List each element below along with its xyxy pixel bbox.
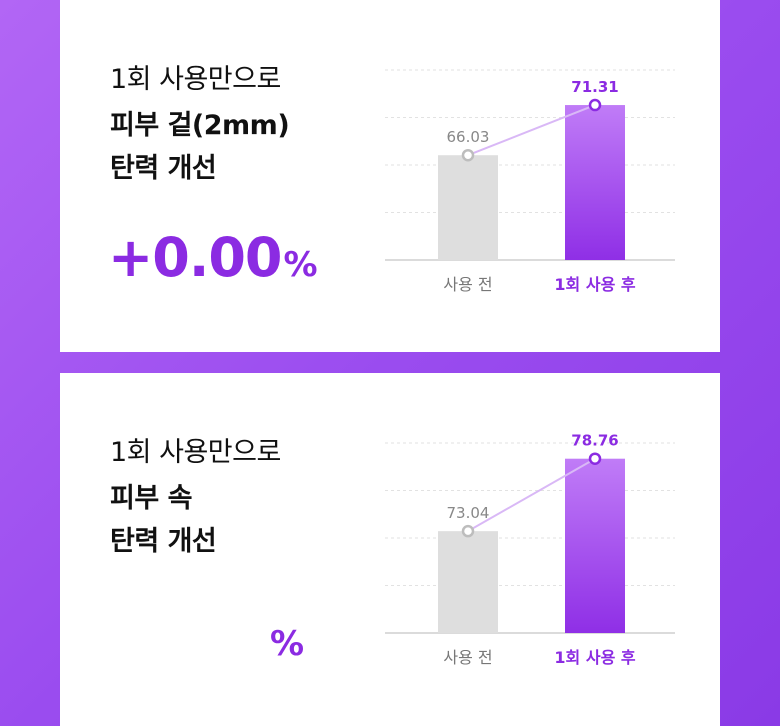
- category-label: 1회 사용 후: [554, 648, 635, 667]
- improvement-unit: %: [283, 245, 317, 285]
- bar-after: [565, 105, 625, 261]
- data-label: 73.04: [447, 504, 490, 522]
- improvement-value: +0.00%: [108, 226, 318, 289]
- bar-chart-deep: 73.04 78.76 사용 전 1회 사용 후: [380, 423, 680, 673]
- card-line-2: 피부 겉(2mm): [110, 110, 290, 141]
- card-line-2: 피부 속: [110, 483, 192, 514]
- data-label: 66.03: [447, 128, 490, 146]
- chart-svg: 73.04 78.76 사용 전 1회 사용 후: [385, 432, 675, 667]
- improvement-unit: %: [270, 624, 304, 664]
- result-card-deep: 1회 사용만으로 피부 속 탄력 개선 % 73.04 78.76 사용 전 1회 사…: [60, 373, 720, 726]
- bar-before: [438, 531, 498, 633]
- data-label: 78.76: [571, 432, 618, 450]
- card-line-1: 1회 사용만으로: [110, 437, 281, 468]
- chart-svg: 66.03 71.31 사용 전 1회 사용 후: [385, 69, 675, 294]
- data-point: [461, 524, 475, 538]
- data-label: 71.31: [571, 78, 618, 96]
- connector-line: [467, 457, 596, 533]
- card-line-3: 탄력 개선: [110, 153, 217, 184]
- category-label: 사용 전: [443, 275, 492, 294]
- card-line-3: 탄력 개선: [110, 526, 217, 557]
- improvement-value: %: [268, 605, 304, 668]
- card-line-1: 1회 사용만으로: [110, 64, 281, 95]
- result-card-surface: 1회 사용만으로 피부 겉(2mm) 탄력 개선 +0.00% 66.03 71.…: [60, 0, 720, 352]
- data-point: [461, 148, 475, 162]
- bar-after: [565, 458, 625, 633]
- bar-before: [438, 155, 498, 260]
- category-label: 사용 전: [443, 648, 492, 667]
- data-point: [588, 98, 602, 112]
- improvement-number: +0.00: [108, 226, 282, 289]
- connector-line: [467, 104, 596, 157]
- bar-chart-surface: 66.03 71.31 사용 전 1회 사용 후: [380, 50, 680, 300]
- data-point: [588, 452, 602, 465]
- category-label: 1회 사용 후: [554, 275, 635, 294]
